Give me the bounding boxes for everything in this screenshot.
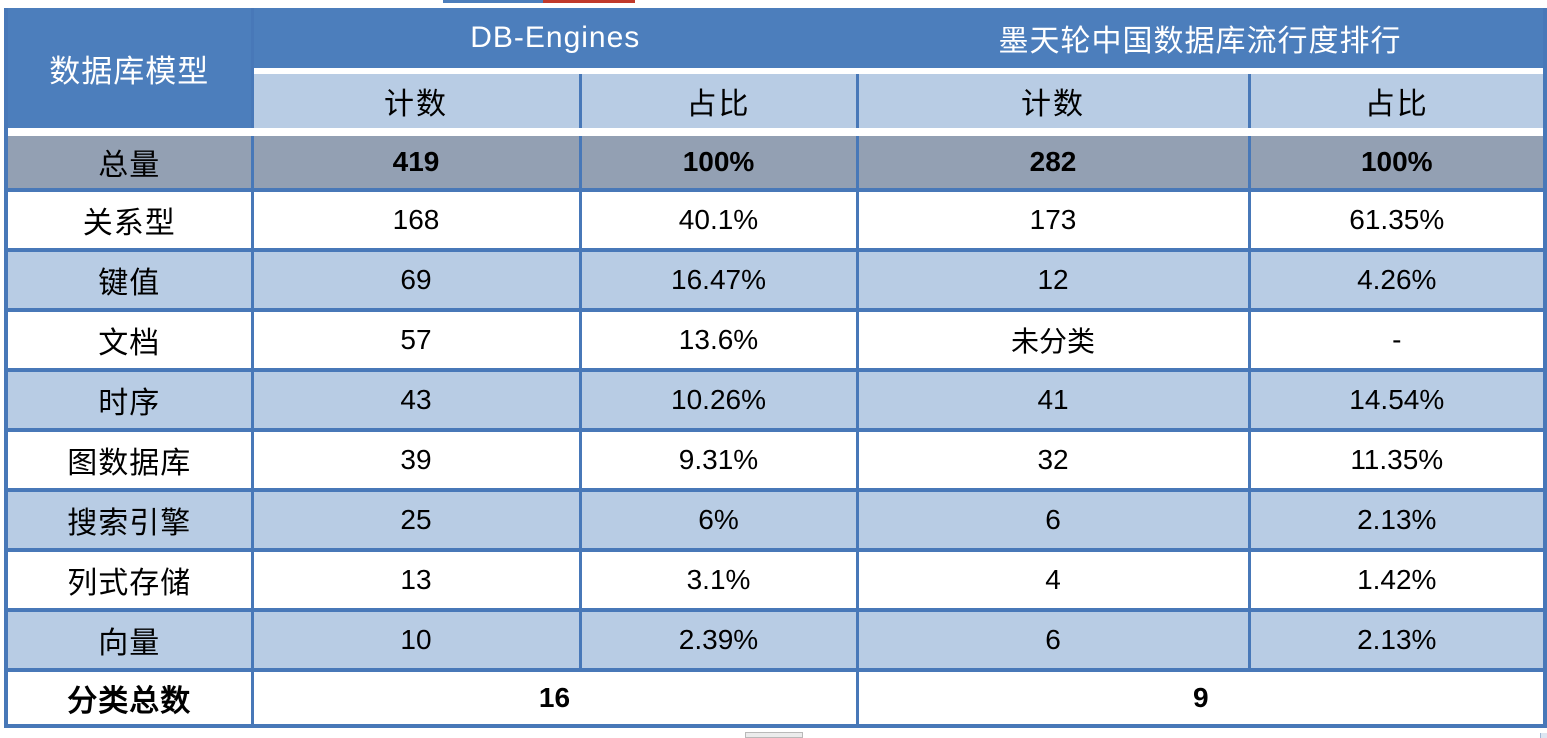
cell-dbengines-share: 10.26%: [580, 370, 859, 432]
cell-modb-count: 32: [857, 430, 1251, 492]
cell-modb-share: 14.54%: [1249, 370, 1546, 432]
bottom-edge-artifact-corner: [1540, 733, 1547, 738]
bottom-edge-artifact-box: [745, 732, 803, 738]
summary-modb-categories: 9: [857, 670, 1546, 728]
table-row: 搜索引擎 25 6% 6 2.13%: [6, 490, 1546, 552]
cell-dbengines-share: 16.47%: [580, 250, 859, 312]
header-body-gap-strip: [6, 128, 1546, 136]
cell-modb-share: 2.13%: [1249, 490, 1546, 552]
cell-modb-count: 4: [857, 550, 1251, 612]
cell-modb-count: 12: [857, 250, 1251, 312]
row-label: 键值: [6, 250, 254, 312]
cell-dbengines-count: 13: [252, 550, 582, 612]
col-header-modb-share: 占比: [1249, 74, 1546, 128]
section-title-modb-ranking: 墨天轮中国数据库流行度排行: [857, 8, 1546, 68]
cell-modb-share: 1.42%: [1249, 550, 1546, 612]
row-label: 列式存储: [6, 550, 254, 612]
cell-dbengines-count: 57: [252, 310, 582, 372]
table-row: 文档 57 13.6% 未分类 -: [6, 310, 1546, 372]
cell-dbengines-count: 39: [252, 430, 582, 492]
cell-modb-share: 2.13%: [1249, 610, 1546, 672]
cell-dbengines-share: 2.39%: [580, 610, 859, 672]
row-label: 文档: [6, 310, 254, 372]
table-row: 图数据库 39 9.31% 32 11.35%: [6, 430, 1546, 492]
cell-dbengines-count: 168: [252, 190, 582, 252]
cell-modb-share: 61.35%: [1249, 190, 1546, 252]
row-label-total: 总量: [6, 136, 254, 192]
cell-modb-count: 41: [857, 370, 1251, 432]
cell-modb-share: 11.35%: [1249, 430, 1546, 492]
total-dbengines-count: 419: [252, 136, 582, 192]
cell-modb-count: 6: [857, 610, 1251, 672]
cell-dbengines-count: 69: [252, 250, 582, 312]
database-model-comparison-table: 数据库模型 DB-Engines 墨天轮中国数据库流行度排行 计数 占比 计数 …: [4, 8, 1547, 728]
col-header-dbengines-count: 计数: [252, 74, 582, 128]
row-label: 关系型: [6, 190, 254, 252]
col-header-modb-count: 计数: [857, 74, 1251, 128]
row-label: 搜索引擎: [6, 490, 254, 552]
table-row: 向量 10 2.39% 6 2.13%: [6, 610, 1546, 672]
row-label: 时序: [6, 370, 254, 432]
table-row: 时序 43 10.26% 41 14.54%: [6, 370, 1546, 432]
total-dbengines-share: 100%: [580, 136, 859, 192]
header-gap-strip: [252, 68, 1546, 74]
col-header-dbengines-share: 占比: [580, 74, 859, 128]
row-label-category-total: 分类总数: [6, 670, 254, 728]
table-row: 列式存储 13 3.1% 4 1.42%: [6, 550, 1546, 612]
cell-dbengines-share: 3.1%: [580, 550, 859, 612]
row-label: 向量: [6, 610, 254, 672]
section-title-db-engines: DB-Engines: [252, 8, 858, 68]
top-edge-artifact-blue: [443, 0, 543, 3]
row-label: 图数据库: [6, 430, 254, 492]
total-modb-share: 100%: [1249, 136, 1546, 192]
cell-dbengines-share: 9.31%: [580, 430, 859, 492]
cell-dbengines-count: 10: [252, 610, 582, 672]
top-edge-artifact-red: [543, 0, 635, 3]
cell-dbengines-count: 43: [252, 370, 582, 432]
cell-modb-share: 4.26%: [1249, 250, 1546, 312]
cell-dbengines-share: 6%: [580, 490, 859, 552]
cell-modb-count: 6: [857, 490, 1251, 552]
cell-dbengines-count: 25: [252, 490, 582, 552]
table-row: 关系型 168 40.1% 173 61.35%: [6, 190, 1546, 252]
cell-modb-count: 未分类: [857, 310, 1251, 372]
total-modb-count: 282: [857, 136, 1251, 192]
cell-dbengines-share: 40.1%: [580, 190, 859, 252]
table-row: 键值 69 16.47% 12 4.26%: [6, 250, 1546, 312]
cell-dbengines-share: 13.6%: [580, 310, 859, 372]
corner-header-cell: 数据库模型: [6, 8, 254, 128]
cell-modb-share: -: [1249, 310, 1546, 372]
summary-dbengines-categories: 16: [252, 670, 859, 728]
cell-modb-count: 173: [857, 190, 1251, 252]
